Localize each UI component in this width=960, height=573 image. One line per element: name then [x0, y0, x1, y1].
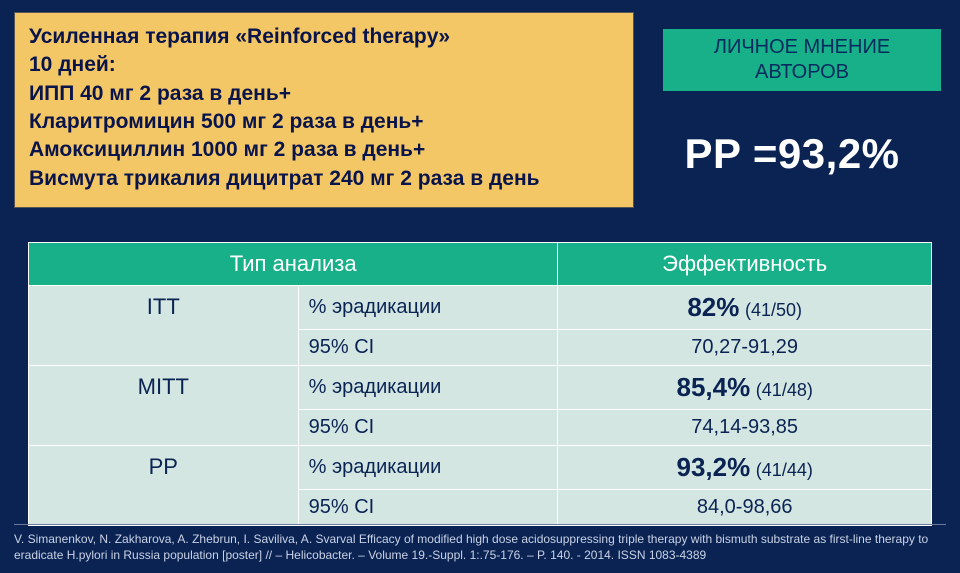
- eradication-pct: 82%: [687, 292, 739, 322]
- eradication-count: (41/48): [756, 380, 813, 400]
- eradication-count: (41/44): [756, 460, 813, 480]
- therapy-drug-4: Висмута трикалия дицитрат 240 мг 2 раза …: [29, 165, 619, 193]
- pp-headline-stat: PP =93,2%: [642, 130, 942, 178]
- metric-label: 95% CI: [298, 330, 558, 366]
- ci-value: 74,14-93,85: [558, 410, 932, 446]
- ci-value: 70,27-91,29: [558, 330, 932, 366]
- ci-value: 84,0-98,66: [558, 490, 932, 526]
- header-efficacy: Эффективность: [558, 243, 932, 286]
- therapy-drug-2: Кларитромицин 500 мг 2 раза в день+: [29, 108, 619, 136]
- eradication-count: (41/50): [745, 300, 802, 320]
- metric-label: % эрадикации: [298, 366, 558, 410]
- metric-label: 95% CI: [298, 410, 558, 446]
- efficacy-value: 82% (41/50): [558, 286, 932, 330]
- analysis-type: ITT: [29, 286, 299, 366]
- table-header-row: Тип анализа Эффективность: [29, 243, 932, 286]
- therapy-title-2: 10 дней:: [29, 51, 619, 79]
- header-type: Тип анализа: [29, 243, 558, 286]
- citation-footer: V. Simanenkov, N. Zakharova, A. Zhebrun,…: [14, 524, 946, 563]
- therapy-drug-3: Амоксициллин 1000 мг 2 раза в день+: [29, 136, 619, 164]
- metric-label: % эрадикации: [298, 286, 558, 330]
- analysis-type: MITT: [29, 366, 299, 446]
- analysis-type: PP: [29, 446, 299, 526]
- efficacy-table: Тип анализа Эффективность ITT % эрадикац…: [28, 242, 932, 526]
- eradication-pct: 85,4%: [677, 372, 751, 402]
- opinion-line-2: АВТОРОВ: [667, 60, 937, 85]
- therapy-title-1: Усиленная терапия «Reinforced therapy»: [29, 23, 619, 51]
- therapy-description-box: Усиленная терапия «Reinforced therapy» 1…: [14, 12, 634, 208]
- eradication-pct: 93,2%: [677, 452, 751, 482]
- table-row: PP % эрадикации 93,2% (41/44): [29, 446, 932, 490]
- efficacy-value: 93,2% (41/44): [558, 446, 932, 490]
- metric-label: % эрадикации: [298, 446, 558, 490]
- table-row: MITT % эрадикации 85,4% (41/48): [29, 366, 932, 410]
- opinion-line-1: ЛИЧНОЕ МНЕНИЕ: [667, 35, 937, 60]
- metric-label: 95% CI: [298, 490, 558, 526]
- efficacy-value: 85,4% (41/48): [558, 366, 932, 410]
- therapy-drug-1: ИПП 40 мг 2 раза в день+: [29, 80, 619, 108]
- opinion-badge: ЛИЧНОЕ МНЕНИЕ АВТОРОВ: [662, 28, 942, 92]
- table-row: ITT % эрадикации 82% (41/50): [29, 286, 932, 330]
